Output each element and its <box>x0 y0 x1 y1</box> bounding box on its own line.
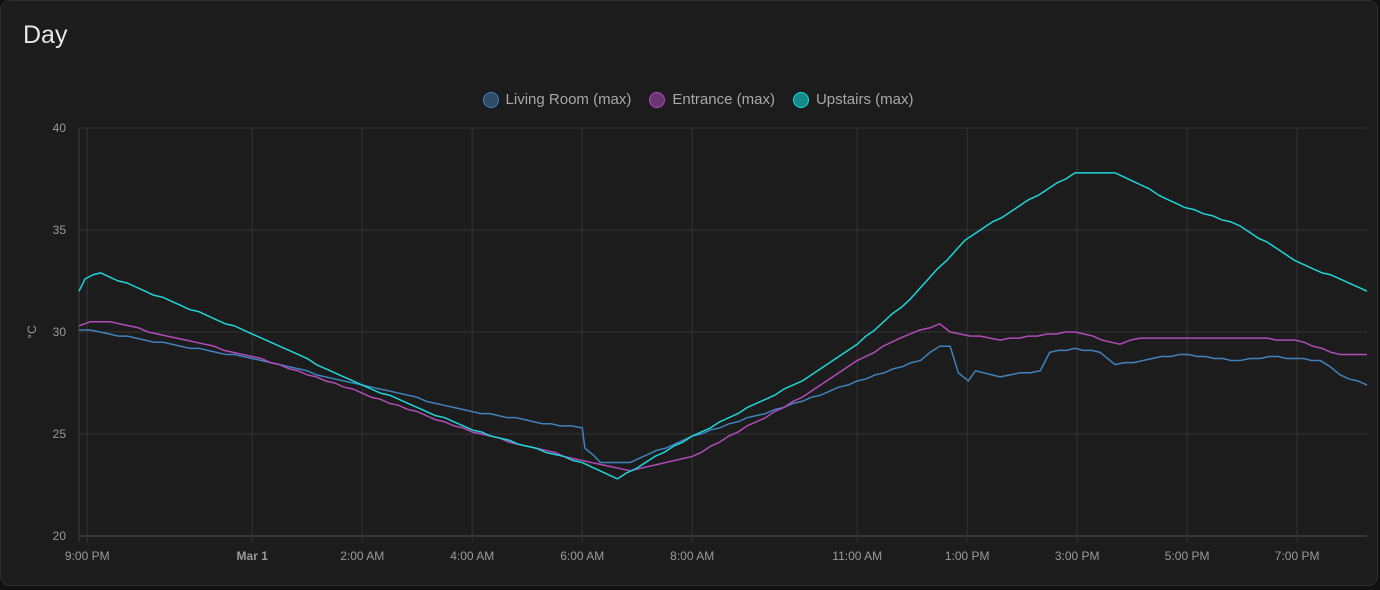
legend-dot-entrance <box>649 91 666 108</box>
x-tick-label: 6:00 AM <box>560 549 604 563</box>
y-tick-label: 20 <box>53 529 67 543</box>
y-tick-label: 35 <box>53 223 67 237</box>
legend-label: Upstairs (max) <box>815 91 914 108</box>
x-tick-label: 3:00 PM <box>1055 549 1100 563</box>
x-tick-label: 2:00 AM <box>340 549 384 563</box>
series-line-entrance-max <box>78 321 1367 472</box>
y-tick-label: 25 <box>53 427 67 441</box>
legend-item-living-room[interactable]: Living Room (max) <box>482 91 632 108</box>
legend-dot-living-room <box>482 91 499 108</box>
legend-label: Entrance (max) <box>672 91 775 108</box>
x-tick-label: 1:00 PM <box>945 549 990 563</box>
x-tick-label: 9:00 PM <box>65 549 110 563</box>
x-tick-label: 7:00 PM <box>1275 549 1320 563</box>
series-line-upstairs-max <box>78 172 1368 480</box>
x-tick-label: Mar 1 <box>237 549 269 563</box>
y-tick-label: 30 <box>53 325 67 339</box>
y-axis-label: °C <box>25 325 39 339</box>
x-tick-label: 4:00 AM <box>450 549 494 563</box>
y-tick-label: 40 <box>53 121 67 135</box>
series-line-living-room-max <box>79 329 1368 464</box>
legend-dot-upstairs <box>792 91 809 108</box>
legend-label: Living Room (max) <box>505 91 632 108</box>
legend-item-upstairs[interactable]: Upstairs (max) <box>792 91 914 108</box>
x-tick-label: 5:00 PM <box>1165 549 1210 563</box>
legend-item-entrance[interactable]: Entrance (max) <box>649 91 775 108</box>
x-tick-label: 8:00 AM <box>670 549 714 563</box>
card-title: Day <box>23 21 68 49</box>
x-tick-label: 11:00 AM <box>832 549 882 563</box>
chart-legend: Living Room (max) Entrance (max) Upstair… <box>0 91 1380 108</box>
